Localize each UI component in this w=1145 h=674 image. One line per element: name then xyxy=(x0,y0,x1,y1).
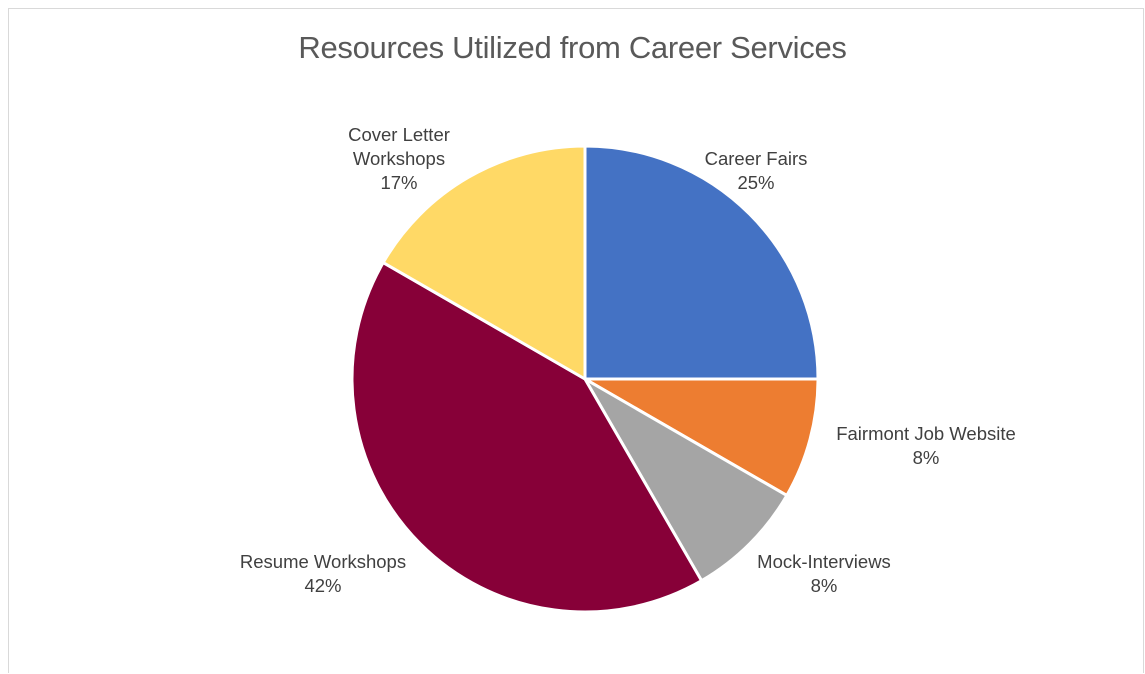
pie-slice-3 xyxy=(350,261,704,614)
pie-slice-1 xyxy=(583,377,820,497)
slice-label-4: Cover Letter Workshops 17% xyxy=(348,124,450,193)
slice-category: Mock-Interviews xyxy=(757,551,891,572)
slice-label-3: Resume Workshops 42% xyxy=(240,551,406,596)
slice-percent: 8% xyxy=(811,575,838,596)
slice-category: Workshops xyxy=(353,148,445,169)
slice-label-2: Mock-Interviews 8% xyxy=(757,551,891,596)
slice-label-0: Career Fairs 25% xyxy=(705,148,808,193)
pie-slice-4 xyxy=(381,144,587,381)
slice-category: Resume Workshops xyxy=(240,551,406,572)
slice-category: Cover Letter xyxy=(348,124,450,145)
slice-percent: 25% xyxy=(737,172,774,193)
chart-title: Resources Utilized from Career Services xyxy=(298,30,847,65)
pie-slice-2 xyxy=(583,377,789,583)
slice-category: Career Fairs xyxy=(705,148,808,169)
slice-category: Fairmont Job Website xyxy=(836,423,1016,444)
slice-percent: 42% xyxy=(304,575,341,596)
slice-label-1: Fairmont Job Website 8% xyxy=(836,423,1016,468)
slice-percent: 8% xyxy=(913,447,940,468)
pie-slices xyxy=(350,144,820,614)
pie-labels: Career Fairs 25%Fairmont Job Website 8%Moc… xyxy=(240,124,1016,596)
slice-percent: 17% xyxy=(380,172,417,193)
pie-slice-0 xyxy=(583,144,820,381)
